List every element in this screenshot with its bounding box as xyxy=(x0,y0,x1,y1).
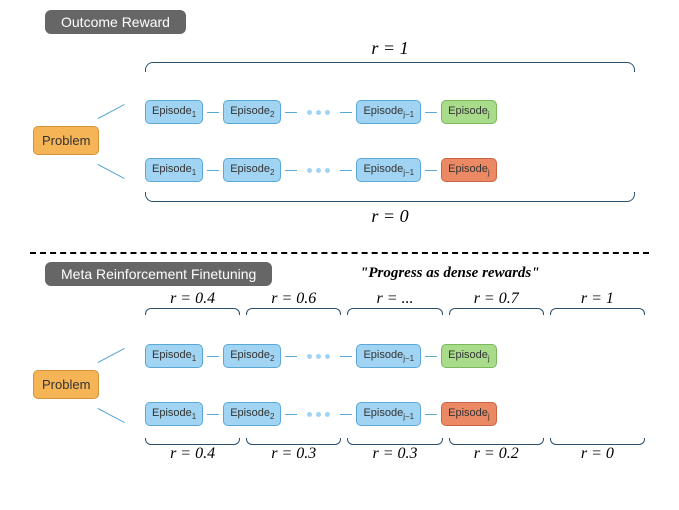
brace-top xyxy=(145,62,635,72)
mini-brace xyxy=(550,438,645,445)
connector xyxy=(340,414,352,415)
reward-value: r = 0.4 xyxy=(145,290,240,308)
connector xyxy=(425,356,437,357)
fork-bottom xyxy=(98,362,128,408)
episode-box-success: Episodej xyxy=(441,344,497,368)
episode-box: Episode1 xyxy=(145,158,203,182)
connector xyxy=(285,414,297,415)
connector xyxy=(207,112,219,113)
reward-value: r = 0.3 xyxy=(347,445,442,463)
episode-box: Episode1 xyxy=(145,344,203,368)
connector xyxy=(285,170,297,171)
episode-box: Episodej−1 xyxy=(356,402,421,426)
reward-top: r = 1 xyxy=(145,38,635,59)
connector xyxy=(425,170,437,171)
mini-brace xyxy=(449,438,544,445)
problem-box-bottom: Problem xyxy=(33,370,99,399)
connector xyxy=(207,356,219,357)
connector xyxy=(425,112,437,113)
chain-top-2: Episode1 Episode2 Episodej−1 Episodej xyxy=(145,158,497,182)
reward-value: r = 0 xyxy=(550,445,645,463)
mini-brace xyxy=(550,308,645,315)
mini-brace xyxy=(347,308,442,315)
episode-box: Episode2 xyxy=(223,100,281,124)
episode-box: Episode2 xyxy=(223,344,281,368)
tagline: "Progress as dense rewards" xyxy=(360,265,540,282)
problem-box-top: Problem xyxy=(33,126,99,155)
episode-box: Episode1 xyxy=(145,402,203,426)
connector xyxy=(425,414,437,415)
ellipsis-dots xyxy=(301,354,336,359)
rewards-top-row: r = 0.4 r = 0.6 r = ... r = 0.7 r = 1 xyxy=(145,290,645,315)
mini-brace xyxy=(246,308,341,315)
connector xyxy=(285,112,297,113)
brace-bottom xyxy=(145,192,635,202)
connector xyxy=(207,414,219,415)
episode-box-success: Episodej xyxy=(441,100,497,124)
episode-box: Episodej−1 xyxy=(356,100,421,124)
mini-brace xyxy=(347,438,442,445)
connector xyxy=(340,170,352,171)
episode-box-fail: Episodej xyxy=(441,158,497,182)
episode-box: Episode2 xyxy=(223,402,281,426)
rewards-bot-row: r = 0.4 r = 0.3 r = 0.3 r = 0.2 r = 0 xyxy=(145,438,645,463)
reward-value: r = 0.7 xyxy=(449,290,544,308)
connector xyxy=(207,170,219,171)
ellipsis-dots xyxy=(301,412,336,417)
chain-bot-1: Episode1 Episode2 Episodej−1 Episodej xyxy=(145,344,497,368)
section-divider xyxy=(30,252,649,254)
episode-box-fail: Episodej xyxy=(441,402,497,426)
mini-brace xyxy=(449,308,544,315)
chain-bot-2: Episode1 Episode2 Episodej−1 Episodej xyxy=(145,402,497,426)
mrf-label: Meta Reinforcement Finetuning xyxy=(45,262,272,286)
fork-top xyxy=(98,118,128,164)
reward-value: r = 0.4 xyxy=(145,445,240,463)
reward-value: r = 0.3 xyxy=(246,445,341,463)
outcome-reward-label: Outcome Reward xyxy=(45,10,186,34)
ellipsis-dots xyxy=(301,110,336,115)
mini-brace xyxy=(145,438,240,445)
episode-box: Episode1 xyxy=(145,100,203,124)
reward-value: r = 0.6 xyxy=(246,290,341,308)
connector xyxy=(340,112,352,113)
mini-brace xyxy=(145,308,240,315)
episode-box: Episodej−1 xyxy=(356,158,421,182)
reward-value: r = 1 xyxy=(550,290,645,308)
reward-value: r = ... xyxy=(347,290,442,308)
episode-box: Episode2 xyxy=(223,158,281,182)
ellipsis-dots xyxy=(301,168,336,173)
reward-bottom: r = 0 xyxy=(145,206,635,227)
episode-box: Episodej−1 xyxy=(356,344,421,368)
chain-top-1: Episode1 Episode2 Episodej−1 Episodej xyxy=(145,100,497,124)
connector xyxy=(285,356,297,357)
reward-value: r = 0.2 xyxy=(449,445,544,463)
connector xyxy=(340,356,352,357)
mini-brace xyxy=(246,438,341,445)
